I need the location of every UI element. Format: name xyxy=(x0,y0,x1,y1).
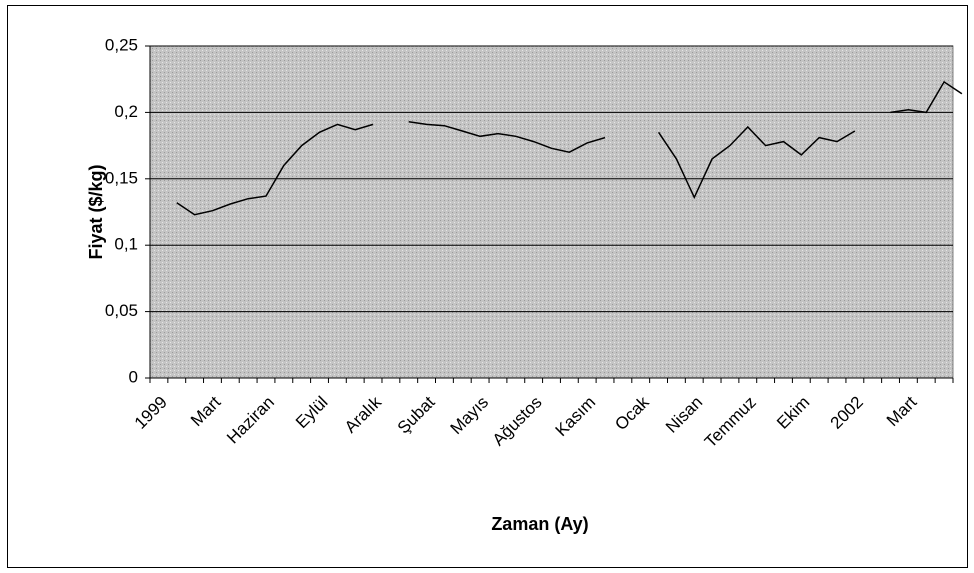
y-axis-title: Fiyat ($/kg) xyxy=(86,164,106,259)
y-tick-label: 0,2 xyxy=(114,102,138,121)
y-tick-label: 0,1 xyxy=(114,235,138,254)
y-tick-label: 0,25 xyxy=(105,35,138,54)
y-tick-label: 0 xyxy=(129,367,138,386)
plot-area xyxy=(149,45,954,379)
data-line xyxy=(176,80,963,216)
x-axis-title: Zaman (Ay) xyxy=(491,514,588,534)
y-tick-label: 0,05 xyxy=(105,301,138,320)
y-tick-label: 0,15 xyxy=(105,168,138,187)
